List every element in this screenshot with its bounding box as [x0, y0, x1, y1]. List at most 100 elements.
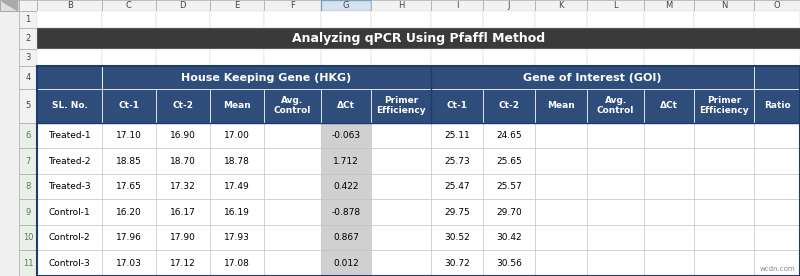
- Bar: [644, 148, 694, 174]
- Bar: [371, 89, 431, 123]
- Bar: [694, 0, 754, 11]
- Text: Ratio: Ratio: [764, 101, 790, 110]
- Text: 18.70: 18.70: [170, 156, 196, 166]
- Text: -0.063: -0.063: [331, 131, 361, 140]
- Bar: [156, 123, 210, 148]
- Text: Ct-1: Ct-1: [446, 101, 468, 110]
- Bar: [264, 250, 321, 276]
- Bar: [264, 89, 321, 123]
- Bar: [264, 199, 321, 225]
- Bar: [321, 123, 371, 148]
- Bar: [264, 0, 321, 11]
- Text: G: G: [342, 1, 350, 10]
- Text: Primer
Efficiency: Primer Efficiency: [376, 96, 426, 115]
- Bar: [694, 49, 754, 67]
- Bar: [156, 148, 210, 174]
- Bar: [431, 123, 483, 148]
- Bar: [210, 148, 264, 174]
- Text: 17.12: 17.12: [170, 259, 196, 268]
- Text: 17.03: 17.03: [116, 259, 142, 268]
- Bar: [38, 28, 800, 49]
- Text: 17.93: 17.93: [224, 233, 250, 242]
- Text: Avg.
Control: Avg. Control: [274, 96, 311, 115]
- Bar: [102, 199, 156, 225]
- Bar: [587, 199, 644, 225]
- Bar: [264, 123, 321, 148]
- Bar: [210, 0, 264, 11]
- Text: L: L: [614, 1, 618, 10]
- Bar: [102, 250, 156, 276]
- Bar: [210, 123, 264, 148]
- Text: 24.65: 24.65: [496, 131, 522, 140]
- Text: 1: 1: [26, 15, 30, 24]
- Bar: [156, 0, 210, 11]
- Bar: [264, 225, 321, 250]
- Bar: [156, 89, 210, 123]
- Bar: [18, 174, 38, 199]
- Text: Mean: Mean: [223, 101, 250, 110]
- Text: Treated-1: Treated-1: [48, 131, 91, 140]
- Text: 16.20: 16.20: [116, 208, 142, 217]
- Text: B: B: [66, 1, 73, 10]
- Text: J: J: [508, 1, 510, 10]
- Bar: [210, 225, 264, 250]
- Text: 29.75: 29.75: [444, 208, 470, 217]
- Bar: [156, 49, 210, 67]
- Bar: [18, 28, 38, 49]
- Bar: [38, 199, 102, 225]
- Text: House Keeping Gene (HKG): House Keeping Gene (HKG): [182, 73, 352, 83]
- Bar: [535, 89, 587, 123]
- Text: 18.78: 18.78: [224, 156, 250, 166]
- Bar: [210, 250, 264, 276]
- Bar: [321, 89, 371, 123]
- Text: Ct-2: Ct-2: [498, 101, 519, 110]
- Bar: [102, 148, 156, 174]
- Bar: [371, 0, 431, 11]
- Bar: [587, 148, 644, 174]
- Text: 1.712: 1.712: [333, 156, 359, 166]
- Bar: [483, 11, 535, 28]
- Bar: [535, 123, 587, 148]
- Text: 17.65: 17.65: [116, 182, 142, 191]
- Bar: [38, 123, 102, 148]
- Text: 30.42: 30.42: [496, 233, 522, 242]
- Bar: [156, 11, 210, 28]
- Bar: [431, 89, 483, 123]
- Bar: [264, 148, 321, 174]
- Bar: [587, 89, 644, 123]
- Bar: [38, 225, 102, 250]
- Bar: [644, 0, 694, 11]
- Text: -0.878: -0.878: [331, 208, 361, 217]
- Bar: [483, 250, 535, 276]
- Bar: [483, 174, 535, 199]
- Bar: [210, 199, 264, 225]
- Text: 11: 11: [23, 259, 34, 268]
- Text: 17.08: 17.08: [224, 259, 250, 268]
- Text: M: M: [666, 1, 673, 10]
- Text: 25.65: 25.65: [496, 156, 522, 166]
- Bar: [694, 148, 754, 174]
- Bar: [264, 49, 321, 67]
- Bar: [754, 199, 800, 225]
- Bar: [587, 225, 644, 250]
- Text: 17.96: 17.96: [116, 233, 142, 242]
- Text: 29.70: 29.70: [496, 208, 522, 217]
- Polygon shape: [2, 1, 17, 10]
- Bar: [371, 225, 431, 250]
- Text: 0.012: 0.012: [333, 259, 359, 268]
- Text: 7: 7: [26, 156, 30, 166]
- Bar: [754, 67, 800, 89]
- Text: Treated-3: Treated-3: [48, 182, 91, 191]
- Bar: [587, 123, 644, 148]
- Bar: [754, 174, 800, 199]
- Bar: [431, 174, 483, 199]
- Bar: [156, 199, 210, 225]
- Bar: [210, 89, 264, 123]
- Bar: [371, 174, 431, 199]
- Bar: [694, 11, 754, 28]
- Bar: [535, 0, 587, 11]
- Text: ΔCt: ΔCt: [337, 101, 355, 110]
- Bar: [321, 199, 371, 225]
- Text: 25.73: 25.73: [444, 156, 470, 166]
- Bar: [694, 199, 754, 225]
